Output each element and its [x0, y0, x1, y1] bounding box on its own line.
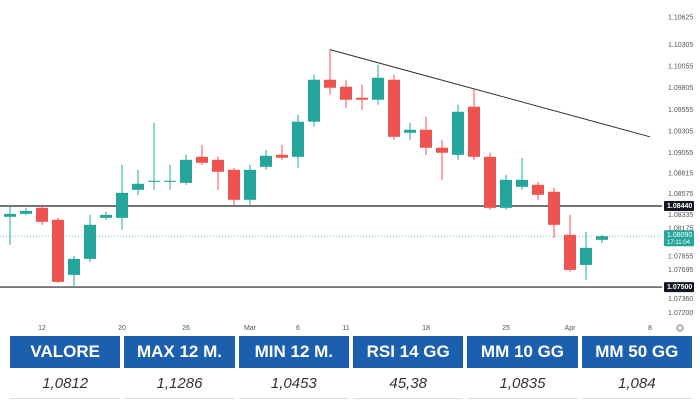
candle-body — [196, 156, 208, 163]
candle-body — [68, 258, 80, 275]
candle-body — [164, 180, 176, 182]
candle-body — [20, 210, 32, 214]
x-tick-label: 11 — [342, 325, 349, 332]
candle-body — [148, 180, 160, 182]
cell: 1,0812 — [10, 368, 121, 399]
y-tick-label: 1.07695 — [668, 267, 693, 274]
candle-body — [468, 106, 480, 157]
y-tick-label: 1.08335 — [668, 212, 693, 219]
price-tag — [664, 230, 694, 247]
header-cell: MM 10 GG — [467, 336, 578, 368]
candle-body — [484, 156, 496, 208]
candle-body — [372, 77, 384, 100]
candle-body — [548, 191, 560, 225]
y-tick-label: 1.08815 — [668, 171, 693, 178]
candle-body — [596, 236, 608, 240]
table-row: 1,0812 1,1286 1,0453 45,38 1,0835 1,084 — [10, 368, 692, 399]
candle-body — [452, 111, 464, 155]
candle-body — [84, 224, 96, 259]
level-label: 1.07500 — [667, 284, 692, 291]
table-header: VALORE MAX 12 M. MIN 12 M. RSI 14 GG MM … — [10, 336, 692, 368]
candle-body — [132, 183, 144, 190]
candle-body — [356, 97, 368, 100]
candle-body — [276, 154, 288, 158]
y-tick-label: 1.08175 — [668, 226, 693, 233]
y-tick-label: 1.10055 — [668, 64, 693, 71]
x-tick-label: 12 — [38, 325, 46, 332]
header-cell: RSI 14 GG — [352, 336, 464, 368]
x-tick-label: 6 — [296, 325, 300, 332]
x-tick-label: 26 — [182, 325, 190, 332]
candle-body — [260, 155, 272, 167]
candle-body — [244, 169, 256, 200]
y-tick-label: 1.10625 — [668, 15, 693, 22]
candle-body — [292, 121, 304, 157]
price-time: 17:11:04 — [667, 240, 691, 246]
cell: 45,38 — [352, 368, 464, 399]
candle-body — [388, 79, 400, 137]
candle-body — [4, 213, 16, 217]
header-cell: MAX 12 M. — [124, 336, 235, 368]
y-tick-label: 1.07360 — [668, 296, 693, 303]
candle-body — [180, 159, 192, 183]
candle-body — [532, 184, 544, 195]
y-tick-label: 1.09055 — [668, 150, 693, 157]
candle-body — [516, 179, 528, 187]
candle-body — [500, 179, 512, 208]
candle-body — [100, 214, 112, 218]
header-cell: MM 50 GG — [581, 336, 692, 368]
y-tick-label: 1.08575 — [668, 191, 693, 198]
candle-body — [324, 79, 336, 88]
candle-body — [564, 234, 576, 270]
cell: 1,084 — [581, 368, 692, 399]
candle-body — [116, 192, 128, 218]
candle-body — [228, 169, 240, 200]
candle-body — [212, 159, 224, 172]
candle-body — [420, 129, 432, 148]
candle-body — [436, 147, 448, 153]
trendline — [329, 49, 651, 138]
header-cell: VALORE — [10, 336, 121, 368]
y-tick-label: 1.09555 — [668, 107, 693, 114]
x-tick-label: Apr — [565, 325, 577, 332]
y-tick-label: 1.07200 — [668, 310, 693, 317]
y-tick-label: 1.09305 — [668, 128, 693, 135]
x-tick-label: Mar — [244, 325, 257, 332]
settings-icon — [676, 324, 684, 332]
cell: 1,1286 — [124, 368, 235, 399]
x-tick-label: 20 — [118, 325, 126, 332]
candle-body — [36, 207, 48, 222]
x-tick-label: 18 — [422, 325, 430, 332]
level-label: 1.08440 — [667, 203, 692, 210]
candle-body — [404, 129, 416, 133]
y-tick-label: 1.07855 — [668, 253, 693, 260]
cell: 1,0835 — [467, 368, 578, 399]
candle-body — [580, 247, 592, 265]
y-tick-label: 1.09805 — [668, 85, 693, 92]
level-tag — [664, 201, 694, 212]
y-tick-label: 1.10305 — [668, 42, 693, 49]
candle-body — [52, 219, 64, 282]
candle-body — [308, 79, 320, 122]
price-label: 1.08090 — [667, 232, 692, 239]
stats-table: VALORE MAX 12 M. MIN 12 M. RSI 14 GG MM … — [6, 336, 696, 399]
x-tick-label: 25 — [502, 325, 510, 332]
chart: 1.10625 1.10305 1.10055 1.09805 1.09555 1.093… — [0, 15, 694, 332]
cell: 1,0453 — [238, 368, 349, 399]
candle-body — [340, 86, 352, 100]
level-tag — [664, 282, 694, 293]
header-cell: MIN 12 M. — [238, 336, 349, 368]
x-tick-label: 8 — [648, 325, 652, 332]
